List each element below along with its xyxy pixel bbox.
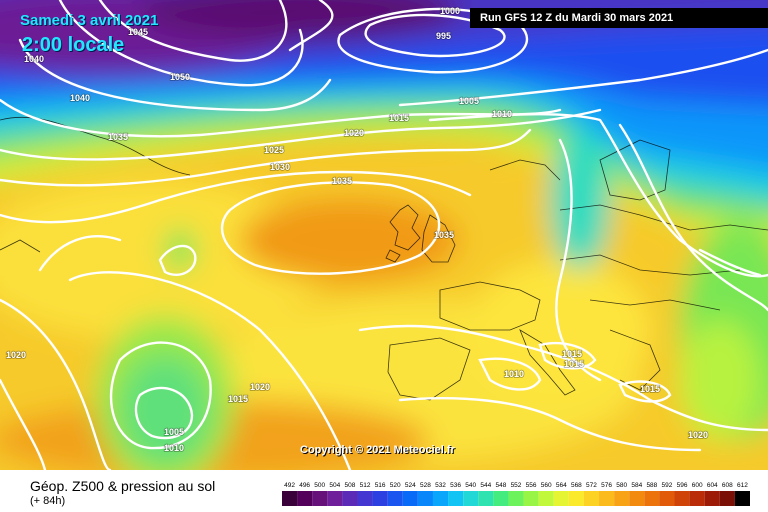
legend-tick-label: 524 bbox=[405, 482, 416, 489]
isobar-label: 1015 bbox=[640, 384, 660, 394]
legend-tick-label: 512 bbox=[360, 482, 371, 489]
legend-swatch bbox=[719, 491, 735, 506]
legend-swatch bbox=[734, 491, 750, 506]
legend-swatch bbox=[538, 491, 554, 506]
product-title: Géop. Z500 & pression au sol bbox=[30, 478, 216, 494]
isobar-label: 1020 bbox=[344, 128, 364, 138]
legend-swatch bbox=[659, 491, 675, 506]
model-run-label: Run GFS 12 Z du Mardi 30 mars 2021 bbox=[470, 8, 768, 28]
legend-tick-label: 548 bbox=[495, 482, 506, 489]
legend-tick-label: 552 bbox=[511, 482, 522, 489]
legend-tick-label: 536 bbox=[450, 482, 461, 489]
legend-tick-label: 588 bbox=[646, 482, 657, 489]
isobar-label: 1005 bbox=[459, 96, 479, 106]
isobar-label: 1035 bbox=[332, 176, 352, 186]
legend-swatch bbox=[629, 491, 645, 506]
legend-tick-label: 556 bbox=[526, 482, 537, 489]
isobar-label: 1000 bbox=[440, 6, 460, 16]
isobar-label: 1040 bbox=[70, 93, 90, 103]
legend-tick-label: 532 bbox=[435, 482, 446, 489]
legend-tick-label: 604 bbox=[707, 482, 718, 489]
legend-swatch bbox=[689, 491, 705, 506]
legend-tick-label: 572 bbox=[586, 482, 597, 489]
legend-swatch bbox=[417, 491, 433, 506]
isobar-label: 1015 bbox=[389, 113, 409, 123]
legend-tick-label: 584 bbox=[631, 482, 642, 489]
isobar-label: 1020 bbox=[250, 382, 270, 392]
isobar-label: 1035 bbox=[108, 132, 128, 142]
legend-swatch bbox=[357, 491, 373, 506]
legend-tick-label: 504 bbox=[329, 482, 340, 489]
isobar-label: 1015 bbox=[564, 359, 584, 369]
copyright-notice: Copyright © 2021 Meteociel.fr bbox=[300, 444, 455, 456]
legend-tick-label: 568 bbox=[571, 482, 582, 489]
legend-swatch bbox=[402, 491, 418, 506]
z500-color-field bbox=[0, 0, 768, 470]
legend-swatch bbox=[644, 491, 660, 506]
isobars bbox=[0, 0, 768, 470]
isobar-label: 995 bbox=[436, 31, 451, 41]
legend-tick-label: 544 bbox=[480, 482, 491, 489]
legend-tick-label: 496 bbox=[299, 482, 310, 489]
isobar-label: 1015 bbox=[562, 349, 582, 359]
isobar-label: 1020 bbox=[6, 350, 26, 360]
legend-swatch bbox=[493, 491, 509, 506]
legend-tick-label: 492 bbox=[284, 482, 295, 489]
color-scale-legend: 492 496 500 504 508 512 516 520 524 528 532 536 540 5… bbox=[282, 482, 750, 506]
isobar-label: 1020 bbox=[688, 430, 708, 440]
lead-time: (+ 84h) bbox=[30, 495, 66, 507]
legend-swatch bbox=[387, 491, 403, 506]
legend-tick-label: 612 bbox=[737, 482, 748, 489]
legend-tick-label: 564 bbox=[556, 482, 567, 489]
forecast-local-time: 2:00 locale bbox=[22, 34, 125, 56]
isobar-label: 1035 bbox=[434, 230, 454, 240]
isobar-label: 1010 bbox=[504, 369, 524, 379]
legend-tick-label: 600 bbox=[692, 482, 703, 489]
isobar-label: 1030 bbox=[270, 162, 290, 172]
weather-map: 1000 995 1045 1040 1050 1040 1035 1005 1… bbox=[0, 0, 768, 470]
isobar-label: 1015 bbox=[228, 394, 248, 404]
legend-tick-label: 500 bbox=[314, 482, 325, 489]
legend-swatch bbox=[568, 491, 584, 506]
isobar-label: 1005 bbox=[164, 427, 184, 437]
legend-swatch bbox=[432, 491, 449, 506]
legend-swatch bbox=[614, 491, 630, 506]
legend-tick-label: 592 bbox=[662, 482, 673, 489]
legend-swatch bbox=[463, 491, 479, 506]
legend-swatch bbox=[583, 491, 600, 506]
legend-swatch bbox=[478, 491, 494, 506]
legend-tick-label: 508 bbox=[345, 482, 356, 489]
legend-tick-label: 580 bbox=[616, 482, 627, 489]
legend-tick-label: 520 bbox=[390, 482, 401, 489]
legend-swatch bbox=[523, 491, 539, 506]
legend-tick-label: 608 bbox=[722, 482, 733, 489]
legend-tick-label: 516 bbox=[375, 482, 386, 489]
forecast-date: Samedi 3 avril 2021 bbox=[20, 12, 159, 29]
legend-swatch bbox=[704, 491, 720, 506]
legend-swatch bbox=[372, 491, 388, 506]
legend-swatch bbox=[342, 491, 358, 506]
legend-swatch bbox=[599, 491, 615, 506]
isobar-label: 1010 bbox=[492, 109, 512, 119]
legend-swatch bbox=[553, 491, 569, 506]
legend-swatch bbox=[312, 491, 328, 506]
legend-swatch bbox=[674, 491, 690, 506]
legend-tick-label: 576 bbox=[601, 482, 612, 489]
isobar-labels: 1000 995 1045 1040 1050 1040 1035 1005 1… bbox=[5, 5, 709, 454]
legend-swatch bbox=[448, 491, 464, 506]
legend-swatch bbox=[508, 491, 524, 506]
isobar-label: 1045 bbox=[128, 27, 148, 37]
legend-swatch bbox=[327, 491, 343, 506]
legend-tick-label: 560 bbox=[541, 482, 552, 489]
legend-swatch bbox=[282, 491, 298, 506]
isobar-label: 1010 bbox=[164, 443, 184, 453]
legend-swatch bbox=[297, 491, 313, 506]
legend-tick-label: 528 bbox=[420, 482, 431, 489]
isobar-label: 1040 bbox=[24, 54, 44, 64]
isobar-label: 1025 bbox=[264, 145, 284, 155]
legend-tick-label: 540 bbox=[465, 482, 476, 489]
legend-tick-label: 596 bbox=[677, 482, 688, 489]
isobar-label: 1050 bbox=[170, 72, 190, 82]
